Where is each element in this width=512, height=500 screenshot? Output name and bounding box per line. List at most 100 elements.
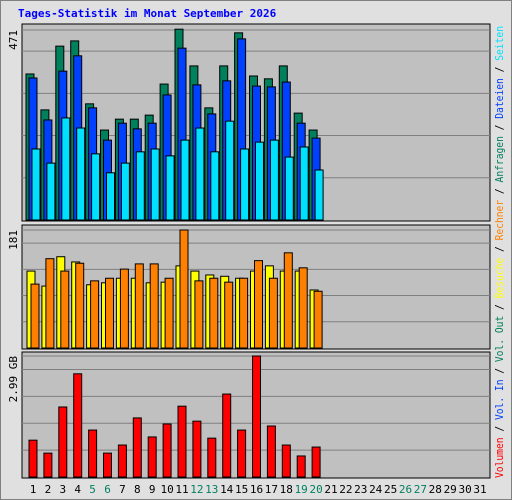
bar [180,139,190,221]
bar [177,405,187,478]
bar [284,156,294,221]
x-tick-label: 30 [458,483,471,496]
bar [225,120,235,221]
bar [135,151,145,221]
legend-separator: / [493,420,506,437]
x-tick-label: 31 [473,483,486,496]
x-tick-label: 1 [30,483,37,496]
x-tick-label: 20 [309,483,322,496]
bar [58,406,68,478]
x-tick-label: 19 [295,483,308,496]
bar [134,263,144,349]
bar [240,148,250,221]
legend-separator: / [493,362,506,379]
bar [314,169,324,221]
bar [31,148,41,221]
legend-entry: Vol. Out [493,316,506,362]
bar [192,420,202,478]
legend-entry: Volumen [493,437,506,478]
x-tick-label: 21 [324,483,337,496]
legend-entry: Besuche [493,258,506,299]
legend-entry: Anfragen [493,136,506,182]
bar [43,452,53,478]
bar [106,172,115,221]
bar [28,439,38,478]
x-tick-label: 27 [414,483,427,496]
x-tick-label: 22 [339,483,352,496]
x-tick-label: 23 [354,483,367,496]
bar [120,162,130,221]
x-tick-label: 18 [280,483,293,496]
bar [269,139,279,221]
bar [60,270,70,349]
y-tick-label: 2.99 GB [7,356,20,403]
bar [75,262,85,349]
bar [164,277,174,349]
x-tick-label: 2 [45,483,52,496]
bar [73,373,83,478]
x-tick-label: 9 [149,483,156,496]
legend-separator: / [493,182,506,199]
bar [30,283,40,349]
x-tick-label: 5 [89,483,96,496]
bar [150,148,160,221]
x-tick-label: 4 [74,483,81,496]
bar [46,162,56,221]
chart-title: Tages-Statistik im Monat September 2026 [18,7,277,20]
bar [179,229,189,349]
x-tick-label: 8 [134,483,141,496]
x-tick-label: 12 [190,483,203,496]
x-tick-label: 11 [175,483,188,496]
bar [119,268,129,349]
bar [281,444,291,478]
bar [103,452,112,478]
bar [90,280,100,349]
bar [45,258,55,349]
bar [76,127,86,221]
bar [195,127,205,221]
x-tick-label: 7 [119,483,126,496]
y-tick-label: 471 [7,30,20,50]
bar [266,425,276,478]
bar [165,155,175,221]
bar [299,146,309,221]
bar [237,429,247,478]
bar [210,151,220,221]
legend-entry: Rechner [493,200,506,241]
legend-entry: Vol. In [493,379,506,420]
bar [222,393,232,478]
bar [224,281,234,349]
bar [194,280,204,349]
bar [117,444,127,478]
bar [252,355,261,478]
bar [149,263,159,349]
bar [207,437,217,478]
x-tick-label: 3 [59,483,66,496]
bar [296,455,306,478]
bar [298,267,308,349]
bar [283,252,293,349]
bar [313,290,323,349]
x-tick-label: 29 [444,483,457,496]
bar [311,446,321,478]
legend-separator: / [493,240,506,257]
bar [239,277,249,349]
bar [209,277,219,349]
bar [61,117,71,221]
x-tick-label: 25 [384,483,397,496]
bar [132,417,142,478]
y-tick-label: 181 [7,230,20,250]
x-tick-label: 28 [429,483,442,496]
legend: Volumen / Vol. In / Vol. Out / Besuche /… [493,26,506,478]
x-tick-label: 16 [250,483,263,496]
legend-separator: / [493,298,506,315]
x-tick-label: 26 [399,483,412,496]
bar [147,436,157,478]
x-tick-label: 10 [160,483,173,496]
bar [91,153,101,221]
x-tick-label: 15 [235,483,248,496]
bar [162,423,172,478]
legend-entry: Dateien [493,78,506,119]
x-tick-label: 13 [205,483,218,496]
